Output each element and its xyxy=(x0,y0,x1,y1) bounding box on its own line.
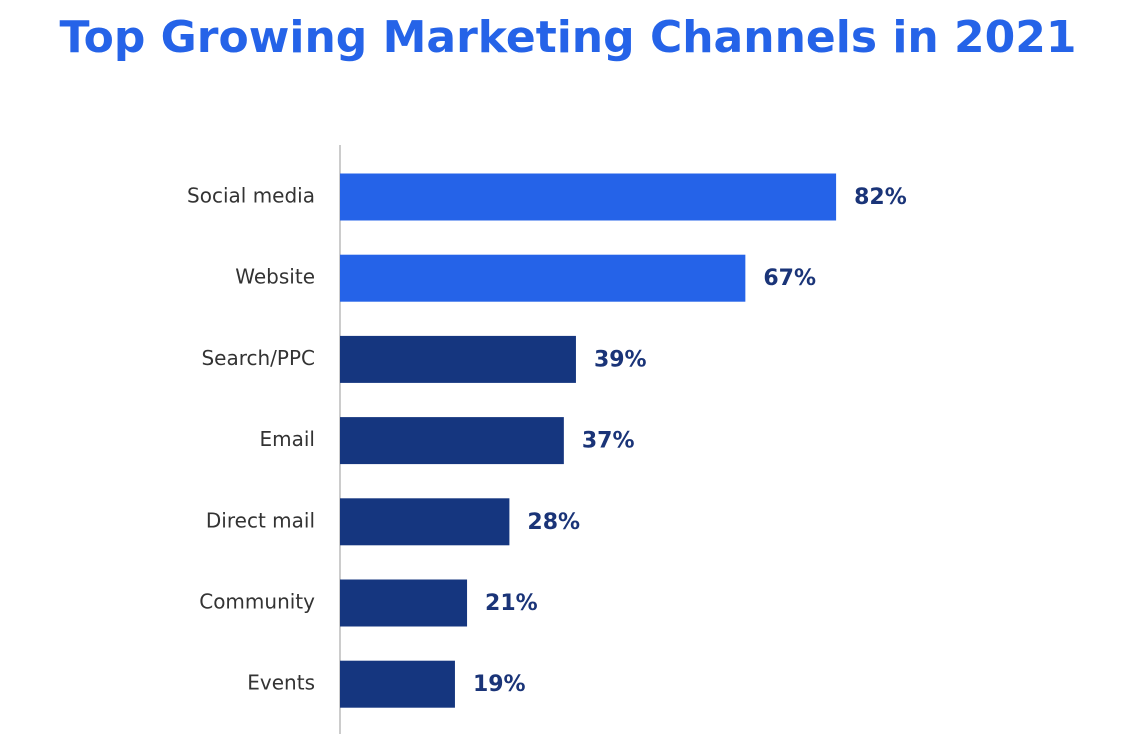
data-label: 67% xyxy=(763,266,816,291)
y-tick-label: Direct mail xyxy=(206,508,315,532)
data-label: 21% xyxy=(485,591,538,616)
y-tick-label: Community xyxy=(199,590,315,614)
bar xyxy=(340,254,746,302)
bar xyxy=(340,498,510,546)
data-label: 37% xyxy=(582,429,635,454)
chart-title: Top Growing Marketing Channels in 2021 xyxy=(59,12,1076,63)
data-label: 19% xyxy=(473,672,526,697)
y-tick-label: Search/PPC xyxy=(201,346,315,370)
y-tick-label: Events xyxy=(247,671,315,695)
bar xyxy=(340,660,455,708)
bar xyxy=(340,173,837,221)
y-tick-label: Social media xyxy=(187,184,315,208)
bar xyxy=(340,579,468,627)
y-tick-label: Website xyxy=(235,265,315,289)
bar xyxy=(340,417,564,465)
data-label: 28% xyxy=(527,510,580,535)
bar xyxy=(340,335,576,383)
data-label: 39% xyxy=(594,347,647,372)
data-label: 82% xyxy=(854,185,907,210)
y-tick-label: Email xyxy=(260,427,316,451)
